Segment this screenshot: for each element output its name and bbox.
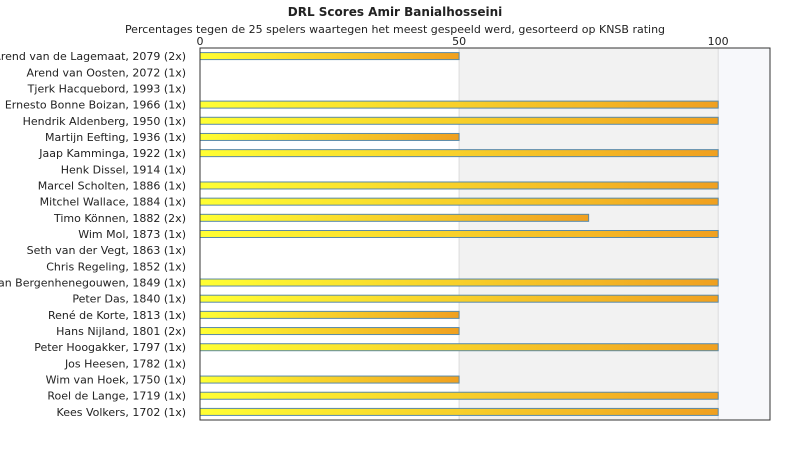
category-label: Seth van der Vegt, 1863 (1x): [27, 244, 186, 257]
bar: [199, 100, 719, 109]
plot-frame: [199, 47, 771, 421]
bar: [199, 132, 460, 141]
category-label: Hendrik Aldenberg, 1950 (1x): [23, 115, 186, 128]
bar: [199, 407, 719, 416]
category-label: Jos Heesen, 1782 (1x): [64, 357, 186, 370]
category-label: Timo Können, 1882 (2x): [53, 212, 186, 225]
bar: [199, 294, 719, 303]
plot-band: [718, 48, 770, 420]
category-label: Roel de Lange, 1719 (1x): [47, 390, 186, 403]
bar: [199, 343, 719, 352]
bar: [199, 213, 590, 222]
bar: [199, 181, 719, 190]
category-label: Henk Dissel, 1914 (1x): [61, 163, 186, 176]
category-label: Wim van Hoek, 1750 (1x): [46, 374, 186, 387]
category-label: Chris Regeling, 1852 (1x): [46, 260, 186, 273]
category-label: Kees Volkers, 1702 (1x): [57, 406, 186, 419]
category-label: Martijn Eefting, 1936 (1x): [45, 131, 186, 144]
category-label: Hans Nijland, 1801 (2x): [56, 325, 186, 338]
bar: [199, 230, 719, 238]
category-label: Arend van de Lagemaat, 2079 (2x): [0, 50, 186, 63]
bar: [199, 52, 460, 61]
category-label: Mitchel Wallace, 1884 (1x): [40, 196, 186, 209]
bar: [199, 149, 719, 158]
category-label: Ernesto Bonne Boizan, 1966 (1x): [5, 99, 186, 112]
bar: [199, 197, 719, 206]
x-axis-ticks: 0 50 100: [197, 35, 729, 48]
bar: [199, 327, 460, 336]
bar: [199, 391, 719, 400]
x-tick-label: 50: [452, 35, 466, 48]
bar: [199, 116, 719, 125]
x-tick-label: 100: [708, 35, 729, 48]
category-label: Peter Das, 1840 (1x): [72, 293, 186, 306]
bar: [199, 310, 460, 319]
bar: [199, 375, 460, 384]
category-label: René de Korte, 1813 (1x): [48, 309, 186, 322]
x-tick-label: 0: [197, 35, 204, 48]
category-label: Richard van Bergenhenegouwen, 1849 (1x): [0, 277, 186, 290]
chart-subtitle: Percentages tegen de 25 spelers waartege…: [125, 23, 665, 36]
category-label: Peter Hoogakker, 1797 (1x): [34, 341, 186, 354]
category-labels: Arend van de Lagemaat, 2079 (2x) Arend va…: [0, 50, 186, 419]
bars: [199, 52, 719, 416]
bar: [199, 278, 719, 287]
category-label: Tjerk Hacquebord, 1993 (1x): [27, 82, 186, 95]
category-label: Jaap Kamminga, 1922 (1x): [38, 147, 186, 160]
category-label: Marcel Scholten, 1886 (1x): [38, 179, 186, 192]
category-label: Arend van Oosten, 2072 (1x): [27, 66, 187, 79]
chart-title: DRL Scores Amir Banialhosseini: [288, 5, 503, 19]
category-label: Wim Mol, 1873 (1x): [78, 228, 186, 241]
